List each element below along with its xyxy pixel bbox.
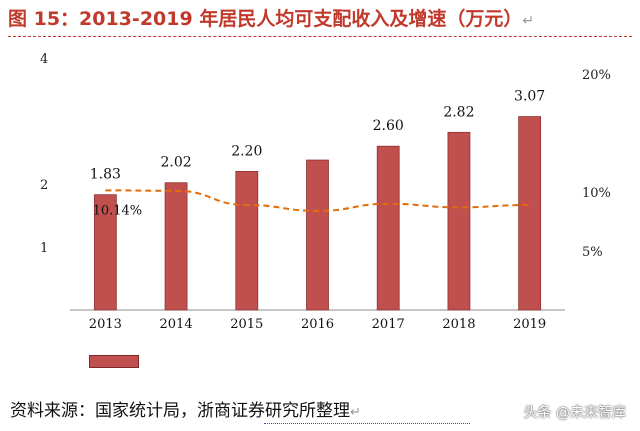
chart-title: 图 15：2013-2019 年居民人均可支配收入及增速（万元）↵ xyxy=(8,4,632,34)
bar xyxy=(376,145,400,311)
growth-rate-line xyxy=(105,189,530,212)
title-divider xyxy=(8,36,632,37)
watermark: 头条 @未来智库 xyxy=(523,405,626,421)
bar xyxy=(164,182,188,311)
x-tick-label: 2016 xyxy=(301,317,334,332)
source-note: 资料来源：国家统计局，浙商证券研究所整理↵ xyxy=(10,398,361,424)
x-tick-label: 2019 xyxy=(513,317,546,332)
paragraph-mark-icon: ↵ xyxy=(522,13,535,29)
bar xyxy=(93,194,117,311)
bar xyxy=(447,131,471,311)
bar-value-label: 3.07 xyxy=(514,89,545,105)
bar-value-label: 2.82 xyxy=(443,104,474,120)
bar xyxy=(518,116,542,311)
y-right-tick-label: 5% xyxy=(582,245,603,260)
bar-value-label: 2.60 xyxy=(373,118,404,134)
bar xyxy=(235,170,259,311)
x-tick-label: 2018 xyxy=(442,317,475,332)
paragraph-mark-icon: ↵ xyxy=(350,405,361,420)
spellcheck-underline xyxy=(264,423,470,424)
y-left-tick-label: 4 xyxy=(40,52,48,67)
x-tick-label: 2014 xyxy=(160,317,193,332)
bar-value-label: 2.02 xyxy=(160,155,191,171)
bar xyxy=(306,159,329,311)
chart-title-text: 图 15：2013-2019 年居民人均可支配收入及增速（万元） xyxy=(8,8,523,30)
bar-value-label: 2.20 xyxy=(231,143,262,159)
line-value-label: 10.14% xyxy=(93,203,143,218)
y-left-tick-label: 1 xyxy=(40,241,48,256)
x-tick-label: 2015 xyxy=(230,317,263,332)
legend-swatch-bar xyxy=(89,355,139,368)
y-left-tick-label: 2 xyxy=(40,178,48,193)
bar-value-label: 1.83 xyxy=(90,167,121,183)
x-tick-label: 2017 xyxy=(372,317,405,332)
y-right-tick-label: 20% xyxy=(582,68,611,83)
source-text: 资料来源：国家统计局，浙商证券研究所整理 xyxy=(10,401,350,421)
y-right-tick-label: 10% xyxy=(582,186,611,201)
x-tick-label: 2013 xyxy=(89,317,122,332)
